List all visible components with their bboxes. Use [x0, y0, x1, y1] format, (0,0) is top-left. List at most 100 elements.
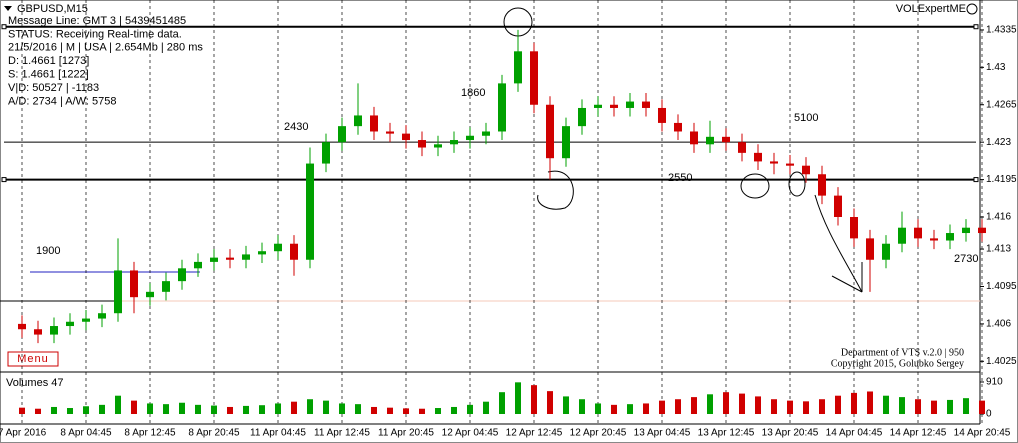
indicator-name: VOLExpertME [896, 3, 966, 15]
volume-bar [675, 399, 681, 414]
info-line: A/D: 2734 | A/W: 5758 [8, 95, 116, 107]
candle-body [498, 83, 506, 132]
candle-body [194, 261, 202, 269]
x-tick-label: 8 Apr 12:45 [124, 428, 176, 439]
candle-body [530, 51, 538, 105]
annotation: 2730 [954, 253, 978, 265]
annotation: 5100 [794, 112, 818, 124]
volume-tick-label: 910 [986, 377, 1003, 388]
volume-bar [323, 400, 329, 414]
candle-body [882, 243, 890, 260]
y-tick-label: 1.4025 [986, 356, 1017, 367]
candle-body [450, 140, 458, 145]
candle-body [226, 257, 234, 260]
candle-body [322, 142, 330, 164]
volume-bar [627, 404, 633, 414]
annotation: 2550 [668, 172, 692, 184]
candle-body [642, 101, 650, 108]
candle-body [514, 51, 522, 84]
volume-bar [371, 406, 377, 414]
y-tick-label: 1.4095 [986, 281, 1017, 292]
x-tick-label: 14 Apr 12:45 [890, 428, 947, 439]
volume-bar [403, 408, 409, 414]
hand-arrow [814, 194, 863, 293]
candle-body [306, 163, 314, 260]
y-tick-label: 1.423 [986, 137, 1011, 148]
candle-body [626, 101, 634, 108]
level-handle [1, 177, 7, 183]
volume-bar [531, 385, 537, 414]
candle-body [274, 243, 282, 252]
volume-bar [19, 407, 25, 414]
candle-body [786, 163, 794, 166]
candle-body [242, 254, 250, 260]
info-line: S: 1.4661 [1222] [8, 69, 89, 81]
volume-bar [563, 396, 569, 414]
volume-bar [803, 401, 809, 414]
candle-body [146, 291, 154, 298]
candle-body [898, 227, 906, 244]
candle-body [802, 165, 810, 175]
candle-body [402, 133, 410, 141]
candle-body [418, 140, 426, 148]
x-tick-label: 8 Apr 20:45 [188, 428, 240, 439]
annotation: 2430 [284, 121, 308, 133]
y-tick-label: 1.43 [986, 62, 1006, 73]
annotation: 1860 [461, 87, 485, 99]
x-tick-label: 14 Apr 04:45 [826, 428, 883, 439]
volume-bar [163, 404, 169, 414]
candle-body [770, 161, 778, 164]
volume-tick-label: 0 [986, 409, 992, 420]
candle-body [338, 126, 346, 143]
candle-body [850, 217, 858, 239]
candle-body [546, 104, 554, 159]
candle-body [706, 136, 714, 145]
candle-body [370, 115, 378, 132]
x-tick-label: 11 Apr 04:45 [250, 428, 306, 439]
y-tick-label: 1.4335 [986, 25, 1017, 36]
volume-bar [947, 399, 953, 414]
volume-bar [67, 408, 73, 414]
volume-bar [227, 406, 233, 414]
volume-bar [355, 404, 361, 414]
volume-bar [243, 405, 249, 414]
x-tick-label: 13 Apr 20:45 [762, 428, 819, 439]
candle-body [962, 227, 970, 234]
info-line: V|D: 50527 | -1183 [8, 82, 99, 94]
candle-body [178, 268, 186, 282]
candle-body [466, 135, 474, 141]
volume-bar [467, 404, 473, 414]
candle-body [354, 115, 362, 127]
candle-body [674, 122, 682, 132]
chart-title: GBPUSD,M15 [17, 3, 88, 15]
y-tick-label: 1.416 [986, 212, 1011, 223]
volume-bar [643, 403, 649, 414]
menu-label[interactable]: Menu [17, 353, 49, 365]
volume-bar [595, 403, 601, 414]
menu-button[interactable] [7, 351, 59, 367]
candle-body [482, 131, 490, 136]
candle-body [610, 104, 618, 108]
candle-body [162, 281, 170, 292]
volume-bar [99, 404, 105, 414]
candle-body [66, 321, 74, 327]
info-line: STATUS: Receiving Real-time data. [8, 28, 182, 40]
info-line: Message Line: GMT 3 | 5439451485 [8, 15, 186, 27]
candle-body [658, 107, 666, 123]
volume-bar [307, 399, 313, 414]
candle-body [914, 227, 922, 239]
info-line: 21/5/2016 | M | USA | 2.654Mb | 280 ms [8, 42, 203, 54]
symbol-arrow[interactable] [4, 6, 12, 11]
volume-bar [579, 399, 585, 414]
volume-bar [451, 406, 457, 414]
volume-bar [691, 397, 697, 414]
volume-bar [387, 407, 393, 414]
x-tick-label: 13 Apr 04:45 [634, 428, 691, 439]
volume-bar [899, 397, 905, 414]
volume-title: Volumes 47 [6, 377, 63, 389]
candle-body [754, 152, 762, 162]
x-tick-label: 13 Apr 12:45 [698, 428, 755, 439]
level-handle [973, 177, 979, 183]
candle-body [114, 270, 122, 314]
